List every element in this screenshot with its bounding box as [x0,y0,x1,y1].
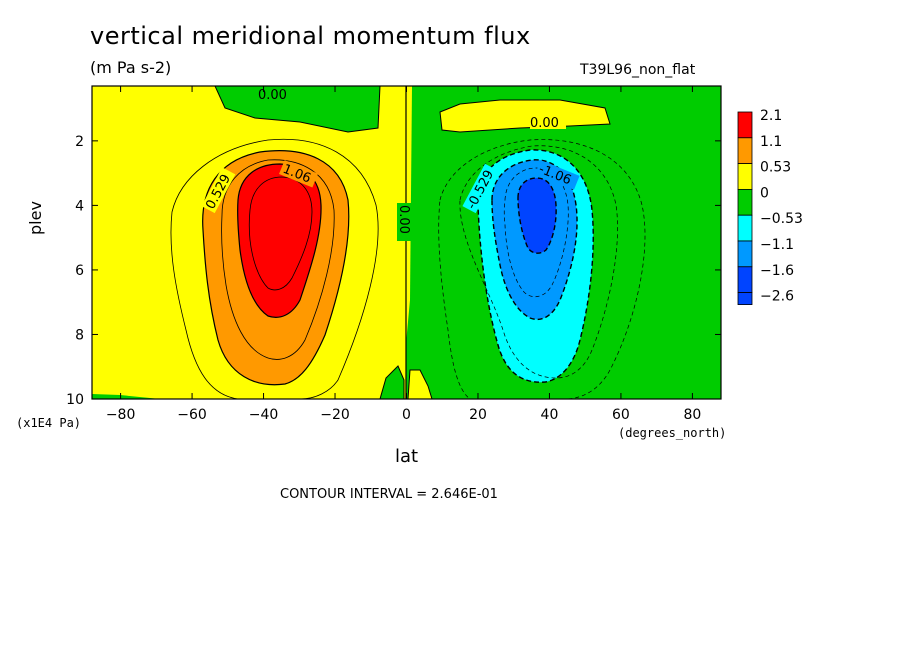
sh-contour-outer [170,138,379,399]
contour-label-zero-top-nh: 0.00 [530,116,559,131]
colorbar-swatch [737,137,753,165]
x-axis-label: lat [395,446,419,467]
sh-red-cell [237,163,322,318]
bottom-left-green-sliver [92,394,160,399]
colorbar-swatch [737,163,753,190]
y-tick-label: 10 [66,392,84,408]
bottom-green-blob [379,365,405,399]
bottom-yellow-blob [407,369,433,399]
x-tick-label: 0 [402,407,411,423]
x-axis-units: (degrees_north) [618,426,727,440]
x-tick-label: −20 [320,407,350,423]
colorbar-label: −1.6 [760,263,794,279]
x-tick-label: −80 [106,407,136,423]
colorbar-label: −0.53 [760,211,803,227]
colorbar-swatch [737,266,753,293]
nh-contour-outer [438,139,646,399]
x-tick-label: 60 [612,407,630,423]
x-tick-label: −40 [249,407,279,423]
contour-label-zero-equator: 0.00 [396,205,411,234]
colorbar-swatch [737,214,753,242]
top-positive-blob [439,99,611,133]
colorbar-label: −2.6 [760,289,794,305]
colorbar-label: −1.1 [760,237,794,253]
nh-contour-inner [503,167,569,298]
y-axis-units: (x1E4 Pa) [16,416,82,430]
contour-interval: CONTOUR INTERVAL = 2.646E-01 [280,487,498,502]
colorbar-swatch [737,111,753,139]
chart-units: (m Pa s-2) [90,58,172,77]
y-tick-label: 2 [75,134,84,150]
y-tick-label: 6 [75,263,84,279]
sh-contour-inner-2 [248,176,313,291]
colorbar-label: 0 [760,185,769,201]
y-tick-label: 8 [75,327,84,343]
top-negative-blob [214,86,381,133]
colorbar-label: 2.1 [760,108,782,124]
x-tick-label: 80 [683,407,701,423]
colorbar-swatch [737,188,753,216]
x-tick-label: 40 [541,407,559,423]
sh-contour-inner-1 [221,159,335,360]
colorbar-label: 1.1 [760,134,782,150]
colorbar-swatch [737,292,753,306]
y-tick-label: 4 [75,198,84,214]
colorbar-swatch [737,240,753,268]
chart-title: vertical meridional momentum flux [90,22,531,50]
x-tick-label: −60 [177,407,207,423]
nh-deep-blue-cell [517,177,557,254]
x-tick-label: 20 [469,407,487,423]
run-label: T39L96_non_flat [580,62,696,78]
colorbar-label: 0.53 [760,160,791,176]
contour-label-zero-top-sh: 0.00 [258,88,287,103]
